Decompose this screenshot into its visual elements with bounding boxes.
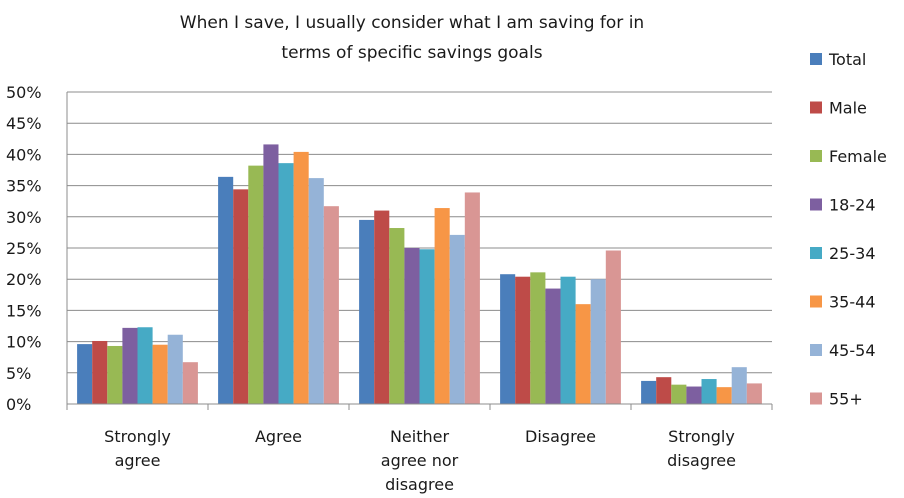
bar-total-3 bbox=[500, 274, 516, 404]
bar-18-24-2 bbox=[404, 248, 420, 404]
bar-35-44-2 bbox=[434, 208, 450, 404]
bar-55--3 bbox=[605, 250, 621, 404]
x-axis bbox=[66, 92, 773, 410]
bar-45-54-4 bbox=[731, 367, 747, 404]
bar-25-34-2 bbox=[419, 249, 435, 404]
legend-label: Total bbox=[828, 50, 866, 69]
bar-male-3 bbox=[515, 276, 531, 404]
bar-male-1 bbox=[233, 189, 249, 404]
bar-18-24-3 bbox=[545, 288, 561, 404]
legend-label: 25-34 bbox=[829, 244, 876, 263]
y-tick-label: 10% bbox=[6, 333, 42, 352]
y-tick-label: 45% bbox=[6, 114, 42, 133]
bar-18-24-1 bbox=[263, 144, 279, 405]
x-category-label: disagree bbox=[385, 475, 454, 494]
legend-swatch bbox=[810, 53, 822, 65]
legend-swatch bbox=[810, 344, 822, 356]
bar-female-3 bbox=[530, 272, 546, 404]
bar-male-0 bbox=[92, 340, 108, 404]
bar-35-44-0 bbox=[152, 344, 168, 404]
bar-total-4 bbox=[641, 380, 657, 404]
legend-swatch bbox=[810, 392, 822, 405]
legend: Total Male Female 18-24 25-34 35-44 45-54 55+ bbox=[810, 50, 887, 409]
legend-label: Male bbox=[829, 99, 867, 118]
bar-55--1 bbox=[323, 206, 339, 404]
bars bbox=[77, 144, 762, 405]
legend-label: Female bbox=[829, 147, 887, 166]
y-tick-label: 0% bbox=[6, 395, 31, 414]
x-category-label: Strongly bbox=[668, 427, 735, 446]
legend-swatch bbox=[810, 150, 822, 162]
bar-45-54-1 bbox=[308, 178, 324, 404]
y-tick-label: 20% bbox=[6, 270, 42, 289]
x-category-label: Strongly bbox=[104, 427, 171, 446]
bar-female-2 bbox=[389, 228, 405, 404]
bar-55--0 bbox=[182, 362, 198, 404]
bar-female-1 bbox=[248, 165, 264, 404]
y-tick-label: 35% bbox=[6, 177, 42, 196]
bar-45-54-2 bbox=[449, 234, 465, 404]
y-tick-label: 25% bbox=[6, 239, 42, 258]
bar-female-4 bbox=[671, 384, 687, 404]
bar-total-0 bbox=[77, 344, 93, 404]
legend-label: 55+ bbox=[829, 390, 863, 409]
bar-total-2 bbox=[359, 219, 375, 404]
bar-female-0 bbox=[107, 345, 123, 404]
bar-35-44-1 bbox=[293, 151, 309, 404]
legend-label: 18-24 bbox=[829, 196, 876, 215]
x-category-label: disagree bbox=[667, 451, 736, 470]
legend-label: 45-54 bbox=[829, 341, 876, 360]
x-axis-categories: Strongly agree Agree Neither agree nor disagr… bbox=[104, 427, 736, 494]
x-category-label: Agree bbox=[255, 427, 302, 446]
bar-55--4 bbox=[746, 383, 762, 404]
y-axis-ticks: 0% 5% 10% 15% 20% 25% 30% 35% 40% 45% 50% bbox=[6, 83, 42, 414]
legend-swatch bbox=[810, 247, 822, 259]
bar-25-34-0 bbox=[137, 327, 153, 404]
bar-35-44-3 bbox=[575, 304, 591, 404]
legend-swatch bbox=[810, 198, 822, 211]
x-category-label: agree nor bbox=[381, 451, 459, 470]
bar-total-1 bbox=[218, 176, 234, 404]
x-category-label: Neither bbox=[390, 427, 450, 446]
legend-swatch bbox=[810, 295, 822, 308]
y-tick-label: 5% bbox=[6, 364, 31, 383]
bar-25-34-3 bbox=[560, 276, 576, 404]
y-tick-label: 40% bbox=[6, 145, 42, 164]
bar-18-24-0 bbox=[122, 327, 138, 404]
bar-male-4 bbox=[656, 377, 672, 404]
bar-25-34-1 bbox=[278, 163, 294, 404]
legend-swatch bbox=[810, 101, 822, 114]
x-category-label: Disagree bbox=[525, 427, 596, 446]
x-category-label: agree bbox=[115, 451, 161, 470]
bar-45-54-3 bbox=[590, 279, 606, 404]
bar-35-44-4 bbox=[716, 387, 732, 404]
y-tick-label: 50% bbox=[6, 83, 42, 102]
bar-25-34-4 bbox=[701, 379, 717, 404]
chart-title: When I save, I usually consider what I a… bbox=[180, 13, 644, 63]
chart-title-line-0: When I save, I usually consider what I a… bbox=[180, 13, 644, 33]
legend-label: 35-44 bbox=[829, 293, 876, 312]
y-tick-label: 15% bbox=[6, 301, 42, 320]
bar-55--2 bbox=[464, 192, 480, 404]
bar-45-54-0 bbox=[167, 334, 183, 404]
chart-title-line-1: terms of specific savings goals bbox=[281, 43, 542, 63]
y-tick-label: 30% bbox=[6, 208, 42, 227]
bar-male-2 bbox=[374, 210, 390, 404]
bar-18-24-4 bbox=[686, 386, 702, 404]
